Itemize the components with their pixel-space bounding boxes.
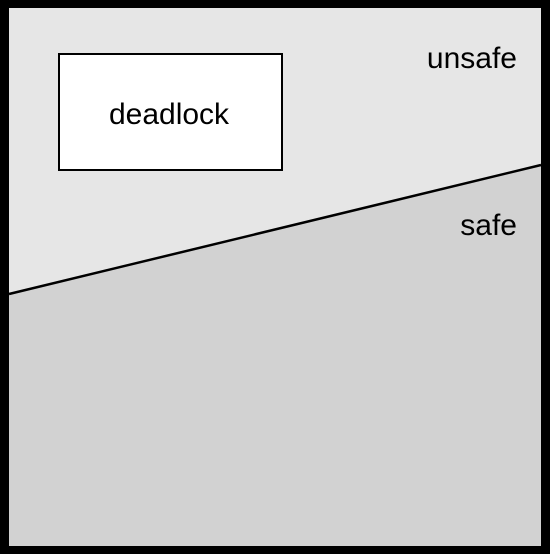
safe-unsafe-boundary [8,163,542,296]
safe-region [9,165,541,546]
deadlock-region [58,53,283,171]
safe-label: safe [460,209,517,242]
deadlock-label: deadlock [109,98,230,131]
unsafe-label: unsafe [427,42,517,75]
